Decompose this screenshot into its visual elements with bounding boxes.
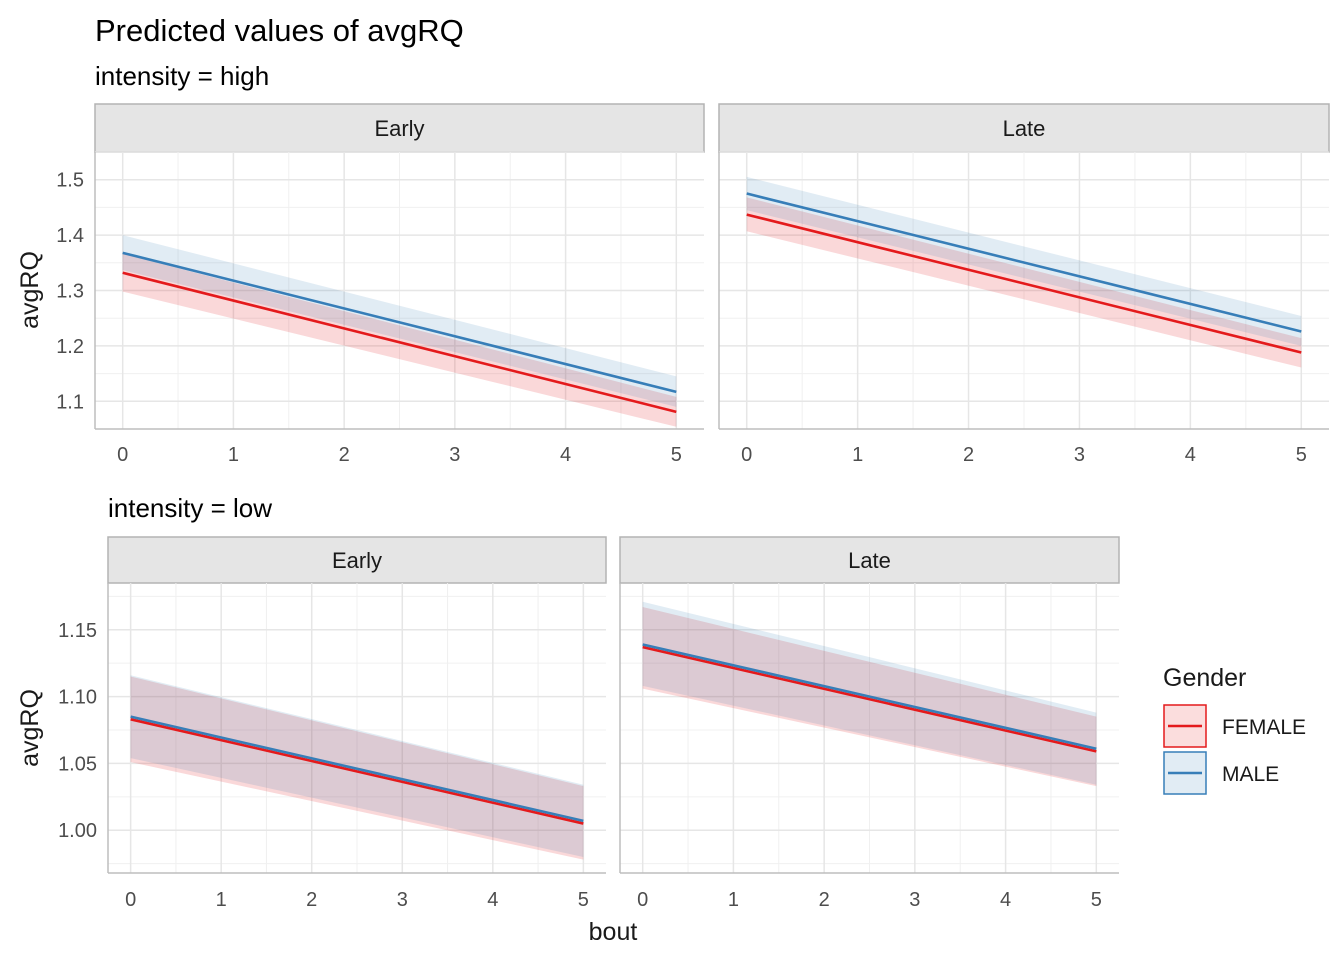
facet-strip-label: Early — [374, 116, 424, 141]
x-tick-label: 2 — [963, 444, 974, 466]
facet-strip-label: Late — [1003, 116, 1046, 141]
y-tick-label: 1.10 — [58, 687, 97, 709]
x-tick-label: 4 — [560, 444, 571, 466]
x-tick-label: 0 — [741, 444, 752, 466]
facet-panel-intensity-high-late: Late 0 1 2 3 4 5 — [718, 103, 1330, 466]
series-line-male — [642, 643, 1097, 750]
x-tick-label: 0 — [125, 889, 136, 911]
x-tick-label: 4 — [1000, 889, 1011, 911]
x-tick-label: 0 — [637, 889, 648, 911]
facet-panels: 1.1 1.2 1.3 1.4 1.5 Early 0 1 2 3 4 5 Late 0 1 2 3 4 5 1.00… — [56, 103, 1330, 911]
legend-label-female: FEMALE — [1222, 716, 1306, 739]
x-axis-title: bout — [589, 918, 638, 946]
y-axis-title-low: avgRQ — [16, 689, 44, 767]
ci-ribbon-female — [122, 253, 677, 427]
x-tick-label: 4 — [487, 889, 498, 911]
legend-label-male: MALE — [1222, 763, 1279, 786]
x-tick-label: 4 — [1185, 444, 1196, 466]
x-tick-label: 0 — [117, 444, 128, 466]
series-line-female — [122, 271, 677, 414]
y-tick-label: 1.5 — [56, 170, 84, 192]
subtitle-intensity-high: intensity = high — [95, 61, 269, 91]
y-tick-label: 1.00 — [58, 820, 97, 842]
x-tick-label: 1 — [728, 889, 739, 911]
facet-strip — [107, 536, 607, 584]
series-line-male — [130, 715, 584, 823]
chart-title: Predicted values of avgRQ — [95, 13, 464, 48]
y-tick-label: 1.15 — [58, 620, 97, 642]
x-tick-label: 1 — [228, 444, 239, 466]
x-tick-label: 1 — [216, 889, 227, 911]
facet-panel-intensity-low-early: Early 0 1 2 3 4 5 — [107, 536, 607, 911]
x-tick-label: 5 — [578, 889, 589, 911]
series-line-female — [130, 718, 584, 825]
y-tick-label: 1.05 — [58, 753, 97, 775]
subtitle-intensity-low: intensity = low — [108, 493, 272, 523]
x-tick-label: 1 — [852, 444, 863, 466]
y-tick-label: 1.1 — [56, 391, 84, 413]
ci-ribbon-male — [122, 235, 677, 407]
y-tick-label: 1.4 — [56, 225, 84, 247]
legend: Gender FEMALE MALE — [1163, 664, 1306, 795]
facet-panel-intensity-low-late: Late 0 1 2 3 4 5 — [619, 536, 1120, 911]
x-tick-label: 3 — [909, 889, 920, 911]
x-tick-label: 3 — [1074, 444, 1085, 466]
legend-title: Gender — [1163, 664, 1246, 692]
x-tick-label: 5 — [671, 444, 682, 466]
ci-ribbon-male — [642, 601, 1097, 785]
x-tick-label: 5 — [1091, 889, 1102, 911]
y-axis-title-high: avgRQ — [16, 251, 44, 329]
series-line-male — [746, 192, 1302, 333]
series-line-male — [122, 251, 677, 394]
facet-strip-label: Early — [332, 548, 382, 573]
x-tick-label: 2 — [306, 889, 317, 911]
x-tick-label: 2 — [339, 444, 350, 466]
y-tick-label: 1.2 — [56, 336, 84, 358]
facet-panel-intensity-high-early: Early 0 1 2 3 4 5 — [94, 103, 705, 466]
y-tick-label: 1.3 — [56, 281, 84, 303]
facet-strip-label: Late — [848, 548, 891, 573]
series-line-female — [746, 213, 1302, 354]
x-tick-label: 5 — [1296, 444, 1307, 466]
x-tick-label: 2 — [819, 889, 830, 911]
ci-ribbon-male — [130, 675, 584, 857]
series-line-female — [642, 645, 1097, 753]
facet-strip — [718, 103, 1330, 153]
x-tick-label: 3 — [449, 444, 460, 466]
x-tick-label: 3 — [397, 889, 408, 911]
